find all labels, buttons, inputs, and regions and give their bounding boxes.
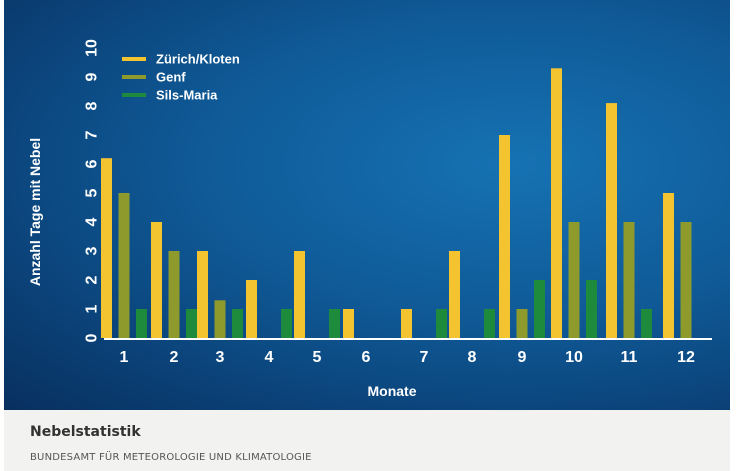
y-tick-labels: 0 1 2 3 4 5 6 7 8 9 10 [84, 39, 101, 342]
x-tick-label: 5 [313, 349, 322, 366]
fog-chart-figure: 0 1 2 3 4 5 6 7 8 9 10 1 2 3 4 5 6 7 8 9 10 11 12 Zürich/Klot… [4, 0, 730, 410]
y-axis-label: Anzahl Tage mit Nebel [27, 138, 43, 286]
x-tick-label: 10 [565, 349, 583, 366]
caption-source: BUNDESAMT FÜR METEOROLOGIE UND KLIMATOLO… [30, 452, 312, 463]
bar-genf-10 [568, 222, 580, 338]
y-tick-label: 9 [84, 72, 101, 81]
y-tick-label: 2 [84, 275, 101, 284]
x-tick-label: 7 [420, 349, 429, 366]
bar-zurich-3 [197, 251, 208, 338]
y-tick-label: 1 [84, 304, 101, 313]
legend-swatch [122, 57, 146, 61]
bar-zurich-10 [551, 68, 562, 339]
bar-zurich-4 [246, 280, 257, 338]
x-tick-label: 3 [216, 349, 225, 366]
bar-zurich-11 [606, 103, 617, 338]
bar-genf-3 [214, 300, 226, 338]
bar-sils-maria-9 [534, 280, 545, 338]
bar-zurich-12 [663, 193, 674, 338]
bar-zurich-8 [449, 251, 460, 338]
y-tick-label: 8 [84, 101, 101, 110]
caption-panel: Nebelstatistik BUNDESAMT FÜR METEOROLOGI… [4, 410, 730, 471]
x-tick-label: 6 [362, 349, 371, 366]
bar-zurich-5 [294, 251, 305, 338]
legend-swatch [122, 75, 146, 79]
bar-genf-9 [516, 309, 528, 338]
caption-title: Nebelstatistik [30, 424, 141, 440]
y-tick-label: 0 [84, 333, 101, 342]
bar-genf-12 [680, 222, 692, 338]
y-tick-label: 5 [84, 188, 101, 197]
y-tick-label: 7 [84, 130, 101, 139]
bar-zurich-6 [343, 309, 354, 338]
bar-zurich-2 [151, 222, 162, 338]
y-tick-label: 4 [84, 217, 101, 226]
bar-sils-maria-10 [586, 280, 597, 338]
x-tick-label: 8 [468, 349, 477, 366]
legend-label: Zürich/Kloten [156, 52, 240, 67]
y-tick-label: 6 [84, 159, 101, 168]
bar-sils-maria-3 [232, 309, 243, 338]
y-tick-label: 3 [84, 246, 101, 255]
x-tick-labels: 1 2 3 4 5 6 7 8 9 10 11 12 [120, 349, 695, 366]
legend: Zürich/Kloten Genf Sils-Maria [122, 52, 240, 103]
bar-sils-maria-7 [436, 309, 447, 338]
x-tick-label: 9 [518, 349, 527, 366]
bar-sils-maria-8 [484, 309, 495, 338]
bar-genf-1 [118, 193, 130, 338]
bar-sils-maria-11 [641, 309, 652, 338]
x-tick-label: 2 [170, 349, 179, 366]
bar-genf-11 [623, 222, 635, 338]
x-tick-label: 11 [621, 349, 638, 366]
bar-zurich-9 [499, 135, 510, 338]
legend-label: Sils-Maria [156, 88, 218, 103]
x-tick-label: 1 [120, 349, 129, 366]
y-tick-label: 10 [84, 39, 101, 57]
x-tick-label: 12 [677, 349, 695, 366]
bar-sils-maria-4 [281, 309, 292, 338]
bar-zurich-7 [401, 309, 412, 338]
bar-sils-maria-1 [136, 309, 147, 338]
bars [101, 68, 692, 339]
legend-swatch [122, 93, 146, 97]
bar-sils-maria-5 [329, 309, 340, 338]
x-axis-label: Monate [368, 383, 417, 399]
x-tick-label: 4 [265, 349, 274, 366]
bar-genf-2 [168, 251, 180, 338]
legend-label: Genf [156, 70, 186, 85]
bar-sils-maria-2 [186, 309, 197, 338]
bar-zurich-1 [101, 158, 112, 338]
